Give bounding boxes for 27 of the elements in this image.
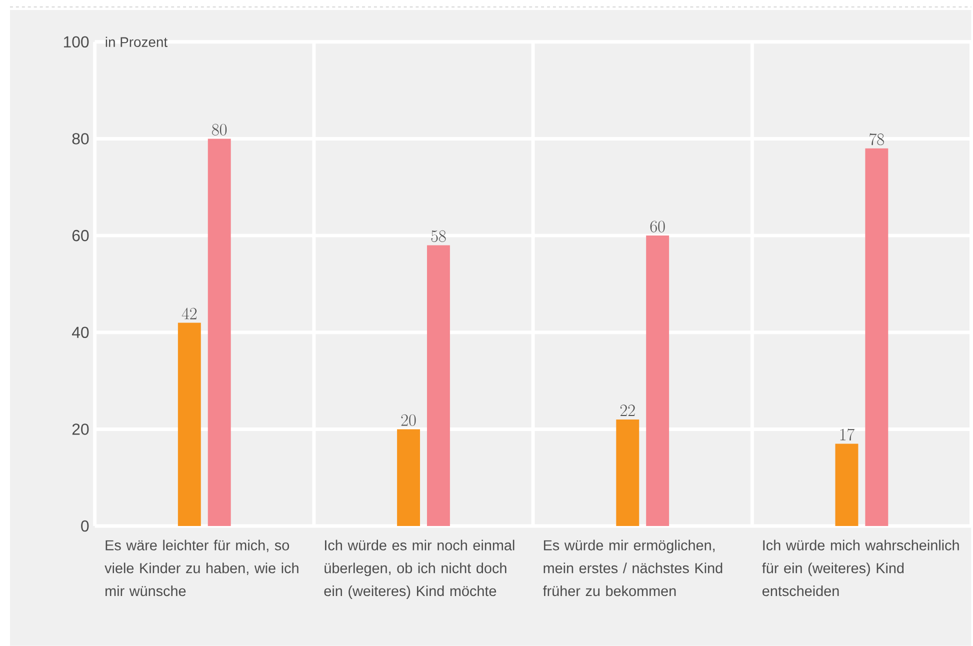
data-label: 58 xyxy=(431,230,446,242)
bar xyxy=(397,429,420,526)
x-tick-label: Es wäre leichter für mich, so viele Kinder zu haben, wie ich mir wünsche xyxy=(104,540,298,596)
bar xyxy=(178,322,201,526)
y-axis-title: in Prozent xyxy=(106,36,168,48)
data-label: 42 xyxy=(182,308,197,320)
data-label: 78 xyxy=(870,133,884,146)
data-label: 20 xyxy=(401,414,416,426)
y-tick-label: 80 xyxy=(72,133,89,144)
y-tick-label: 0 xyxy=(81,520,89,532)
y-tick-label: 100 xyxy=(64,36,89,48)
bar xyxy=(865,148,888,526)
bar xyxy=(426,245,450,526)
bar xyxy=(835,444,858,526)
data-label: 17 xyxy=(840,428,854,441)
y-tick-label: 60 xyxy=(72,230,89,242)
data-label: 22 xyxy=(620,404,635,416)
y-tick-label: 20 xyxy=(72,424,89,435)
x-tick-label: Ich würde mich wahrscheinlich für ein (weiteres) Kind entscheiden xyxy=(762,540,959,596)
y-tick-label: 40 xyxy=(72,326,89,338)
x-tick-label: Ich würde es mir noch einmal überlegen, ob ich nicht doch ein (weiteres) Kind möchte xyxy=(324,540,514,600)
data-label: 80 xyxy=(212,124,227,136)
data-label: 60 xyxy=(650,220,665,232)
x-tick-label: Es würde mir ermöglichen, mein erstes / nächstes Kind früher zu bekommen xyxy=(542,540,722,596)
bar xyxy=(616,420,640,526)
bar xyxy=(208,138,231,526)
bar xyxy=(646,236,670,526)
